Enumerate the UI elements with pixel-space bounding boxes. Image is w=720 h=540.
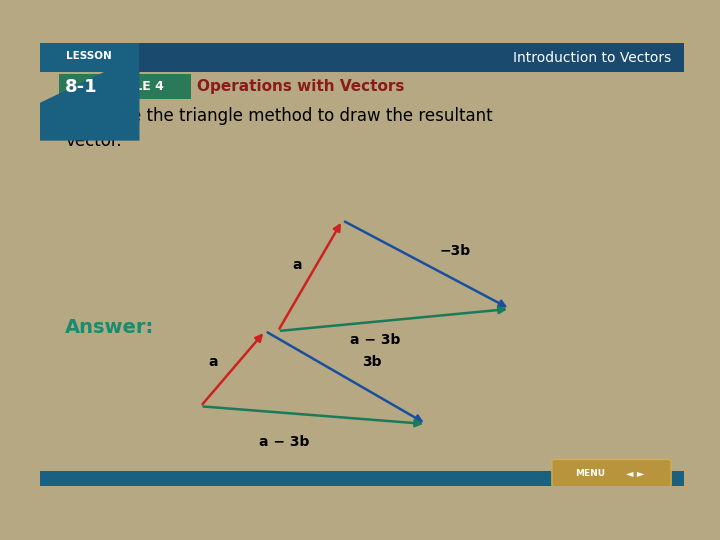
Text: a: a	[292, 258, 302, 272]
Text: a − 3b: a − 3b	[259, 435, 310, 449]
Polygon shape	[40, 72, 140, 140]
Text: 8-1: 8-1	[66, 78, 98, 97]
Text: 3b: 3b	[362, 355, 382, 369]
Bar	[59, 74, 191, 99]
Text: MENU: MENU	[575, 469, 606, 478]
Text: Introduction to Vectors: Introduction to Vectors	[513, 51, 671, 65]
Text: EXAMPLE 4: EXAMPLE 4	[85, 80, 164, 93]
Polygon shape	[40, 43, 140, 72]
Text: Answer:: Answer:	[66, 318, 155, 337]
Text: LESSON: LESSON	[66, 51, 112, 60]
FancyBboxPatch shape	[552, 460, 671, 487]
Bar	[40, 43, 684, 72]
Text: ◄ ►: ◄ ►	[626, 469, 645, 478]
Bar	[40, 470, 684, 486]
Text: Operations with Vectors: Operations with Vectors	[197, 79, 405, 93]
Text: a: a	[209, 355, 218, 369]
Text: a − 3b: a − 3b	[349, 333, 400, 347]
Text: Then use the triangle method to draw the resultant
vector.: Then use the triangle method to draw the…	[66, 107, 493, 151]
Text: −3b: −3b	[439, 244, 470, 258]
